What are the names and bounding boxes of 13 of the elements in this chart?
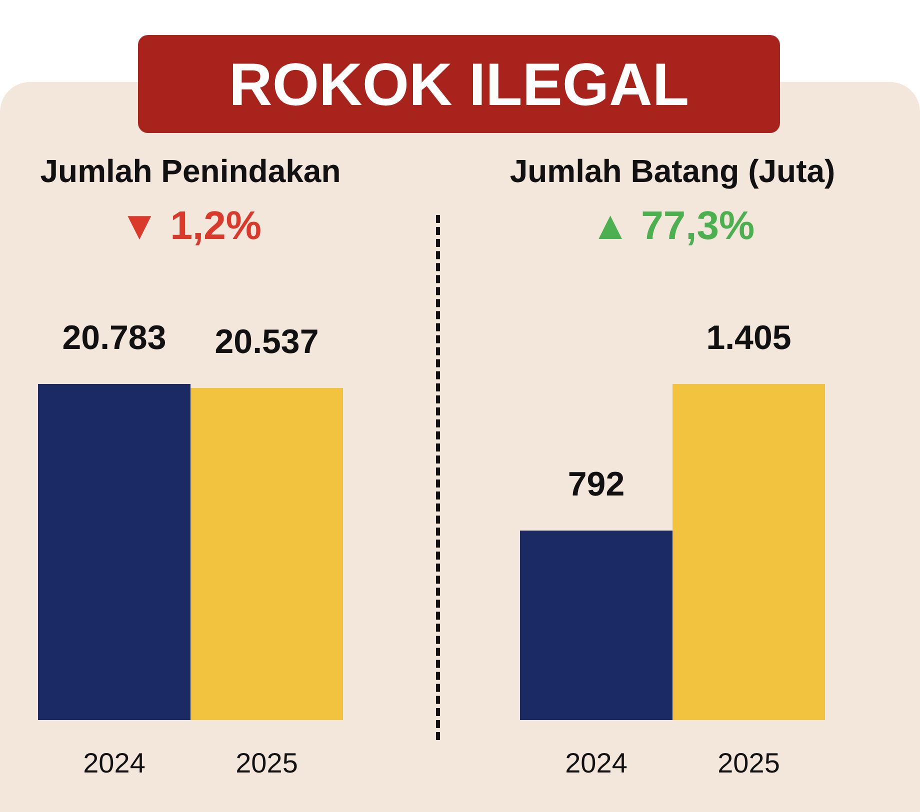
chart-subtitle: ▼ 1,2%	[120, 204, 262, 248]
x-tick-label: 2024	[83, 748, 146, 778]
data-label: 20.537	[214, 322, 319, 361]
data-label: 20.783	[62, 319, 166, 357]
x-tick-label: 2024	[565, 748, 628, 778]
x-tick-label: 2025	[236, 748, 298, 778]
chart-subtitle: ▲ 77,3%	[590, 204, 755, 248]
x-tick-label: 2025	[718, 748, 780, 778]
data-label: 792	[568, 466, 625, 504]
chart-title: Jumlah Penindakan	[40, 153, 341, 189]
chart-title: Jumlah Batang (Juta)	[510, 153, 836, 189]
data-label: 1.405	[706, 319, 792, 357]
text: ROKOK ILEGAL	[138, 35, 780, 133]
